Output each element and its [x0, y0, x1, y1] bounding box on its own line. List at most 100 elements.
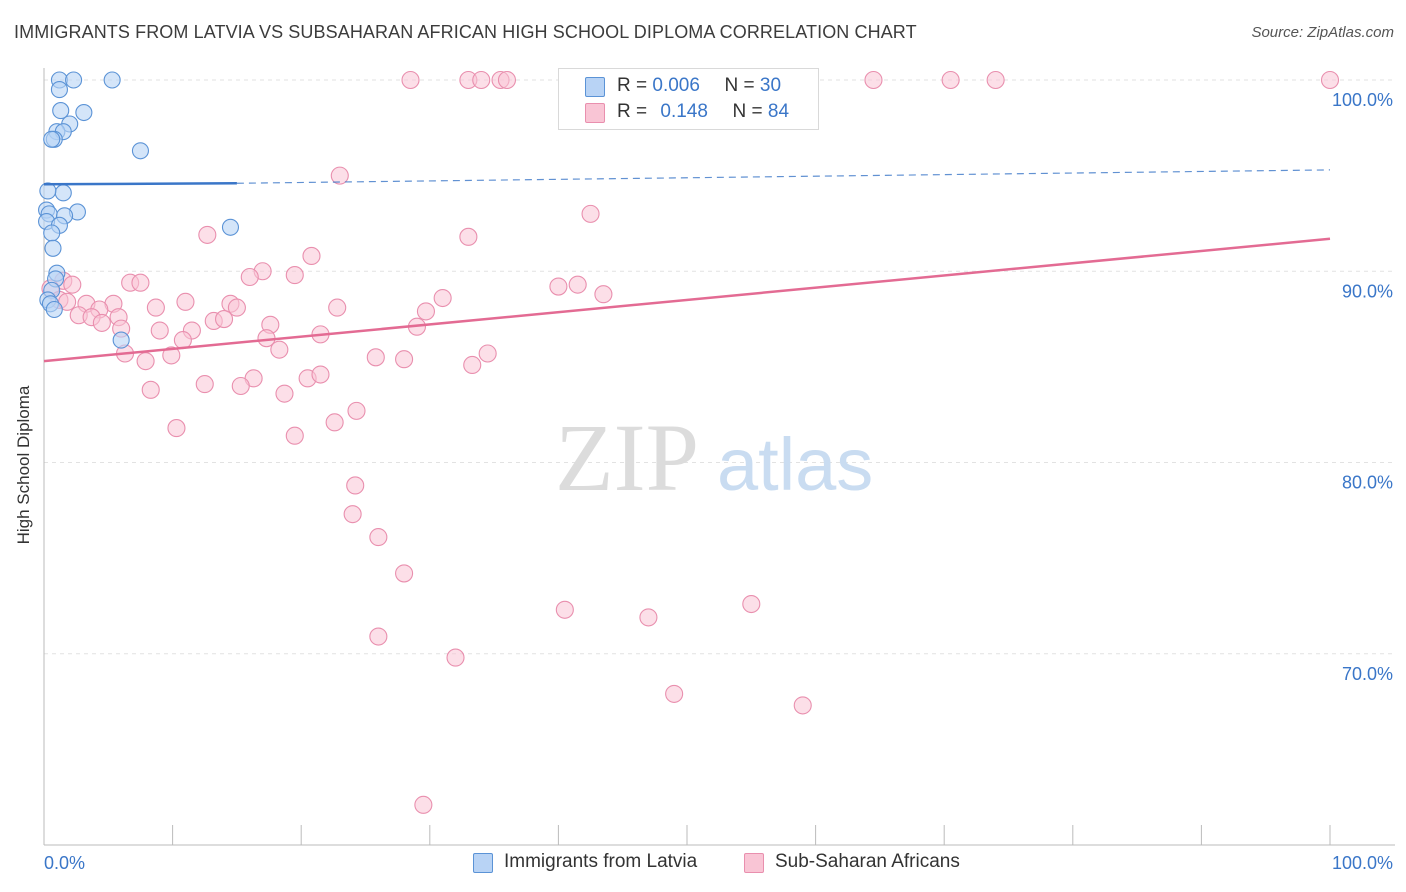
point-sub-saharan	[395, 350, 414, 369]
point-sub-saharan	[986, 70, 1005, 90]
point-sub-saharan	[227, 298, 246, 317]
point-latvia	[221, 218, 240, 236]
legend-swatch-latvia	[585, 77, 605, 97]
point-sub-saharan	[472, 70, 491, 90]
point-sub-saharan	[162, 346, 181, 365]
point-sub-saharan	[395, 564, 414, 583]
correlation-legend: R = 0.006 N = 30 R = 0.148 N = 84	[558, 68, 819, 130]
point-sub-saharan	[941, 70, 960, 90]
trend-line-latvia	[43, 182, 237, 186]
point-sub-saharan	[594, 285, 613, 304]
point-latvia	[45, 300, 63, 319]
point-latvia	[52, 102, 70, 120]
point-sub-saharan	[131, 273, 150, 292]
point-latvia	[39, 182, 57, 200]
bottom-legend-latvia: Immigrants from Latvia	[504, 851, 698, 872]
point-sub-saharan	[240, 267, 259, 287]
point-sub-saharan	[414, 795, 433, 814]
y-tick-label: 90.0%	[1342, 281, 1393, 301]
point-sub-saharan	[136, 352, 155, 371]
point-sub-saharan	[549, 277, 568, 296]
point-sub-saharan	[214, 310, 234, 329]
point-sub-saharan	[742, 594, 761, 614]
point-sub-saharan	[146, 298, 165, 317]
point-sub-saharan	[330, 166, 349, 185]
r-label: R =	[617, 75, 648, 96]
point-sub-saharan	[173, 331, 192, 350]
point-sub-saharan	[231, 376, 250, 396]
point-sub-saharan	[63, 275, 82, 294]
point-sub-saharan	[328, 298, 347, 317]
point-sub-saharan	[347, 401, 366, 420]
point-sub-saharan	[285, 266, 304, 285]
point-sub-saharan	[270, 340, 289, 359]
point-latvia	[50, 81, 68, 99]
point-sub-saharan	[150, 321, 169, 340]
point-sub-saharan	[864, 70, 883, 90]
point-latvia	[131, 142, 149, 160]
point-latvia	[44, 239, 62, 257]
n-value-latvia: 30	[759, 75, 782, 96]
watermark-zip: ZIP	[555, 404, 699, 511]
series-latvia-points	[38, 71, 240, 349]
point-sub-saharan	[446, 648, 465, 667]
n-label: N =	[724, 75, 755, 96]
tick-labels: 70.0% 80.0% 90.0% 100.0% 0.0% 100.0%	[44, 90, 1393, 873]
point-sub-saharan	[285, 426, 304, 445]
r-value-africans: 0.148	[660, 101, 708, 122]
bottom-legend-swatch-africans	[744, 853, 764, 873]
gridlines	[44, 79, 1395, 655]
point-sub-saharan	[92, 313, 111, 332]
point-sub-saharan	[555, 600, 574, 619]
point-sub-saharan	[463, 355, 482, 375]
point-latvia	[75, 103, 93, 122]
x-tick-label-max: 100.0%	[1332, 853, 1393, 873]
y-axis-label: High School Diploma	[14, 385, 33, 545]
point-sub-saharan	[369, 528, 388, 547]
trend-line-latvia-extrapolated	[236, 169, 1331, 184]
point-latvia	[43, 224, 61, 242]
point-latvia	[65, 71, 83, 89]
y-tick-label: 70.0%	[1342, 664, 1393, 684]
point-sub-saharan	[416, 302, 435, 321]
point-sub-saharan	[198, 225, 217, 244]
point-sub-saharan	[141, 380, 160, 399]
series-sub-saharan-points	[41, 70, 1340, 814]
point-sub-saharan	[433, 288, 452, 308]
point-sub-saharan	[1320, 70, 1340, 90]
x-tick-label-min: 0.0%	[44, 853, 85, 873]
trend-lines	[43, 169, 1331, 363]
bottom-legend-africans: Sub-Saharan Africans	[775, 851, 960, 872]
watermark-atlas: atlas	[717, 423, 873, 506]
point-latvia	[112, 331, 130, 349]
point-sub-saharan	[311, 365, 330, 384]
point-sub-saharan	[665, 684, 684, 703]
point-sub-saharan	[401, 70, 420, 90]
point-sub-saharan	[167, 419, 186, 438]
point-sub-saharan	[275, 384, 294, 403]
y-axis-label-wrap: High School Diploma	[4, 386, 48, 545]
legend-row-africans: R = 0.148 N = 84	[617, 101, 789, 125]
legend-swatch-africans	[585, 103, 605, 123]
point-sub-saharan	[459, 227, 478, 246]
point-sub-saharan	[176, 292, 195, 311]
y-tick-label: 100.0%	[1332, 90, 1393, 110]
point-sub-saharan	[581, 204, 600, 223]
trend-line-sub-saharan	[43, 237, 1331, 363]
bottom-legend-swatch-latvia	[473, 853, 493, 873]
legend-row-latvia: R = 0.006 N = 30	[617, 75, 781, 99]
point-sub-saharan	[369, 627, 388, 646]
n-value-africans: 84	[767, 101, 790, 122]
point-sub-saharan	[639, 608, 658, 627]
point-latvia	[54, 184, 72, 202]
chart-title: IMMIGRANTS FROM LATVIA VS SUBSAHARAN AFR…	[14, 22, 917, 42]
point-sub-saharan	[568, 275, 587, 294]
source-label: Source: ZipAtlas.com	[1251, 24, 1394, 41]
r-value-latvia: 0.006	[652, 75, 700, 96]
point-sub-saharan	[302, 246, 321, 265]
n-label: N =	[732, 101, 763, 122]
point-latvia	[103, 71, 121, 89]
point-sub-saharan	[325, 413, 344, 432]
point-sub-saharan	[793, 696, 812, 715]
